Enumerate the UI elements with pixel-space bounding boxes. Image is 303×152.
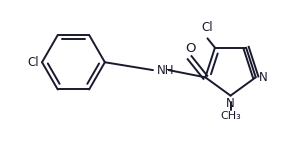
Text: NH: NH [157,64,175,77]
Text: Cl: Cl [28,56,39,69]
Text: O: O [185,42,196,55]
Text: Cl: Cl [201,21,213,34]
Text: N: N [259,71,268,84]
Text: CH₃: CH₃ [220,111,241,121]
Text: N: N [226,97,235,110]
